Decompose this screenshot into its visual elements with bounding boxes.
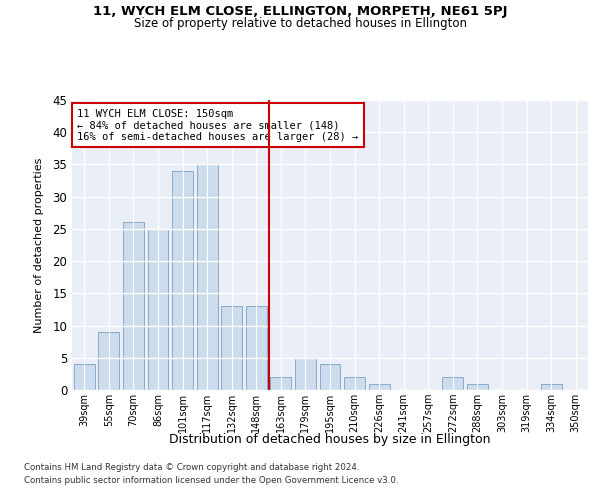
Bar <box>221 306 242 390</box>
Bar <box>368 384 389 390</box>
Bar <box>295 358 316 390</box>
Bar <box>197 164 218 390</box>
Bar <box>74 364 95 390</box>
Bar <box>246 306 267 390</box>
Text: Contains HM Land Registry data © Crown copyright and database right 2024.: Contains HM Land Registry data © Crown c… <box>24 464 359 472</box>
Text: Contains public sector information licensed under the Open Government Licence v3: Contains public sector information licen… <box>24 476 398 485</box>
Bar <box>98 332 119 390</box>
Bar <box>541 384 562 390</box>
Y-axis label: Number of detached properties: Number of detached properties <box>34 158 44 332</box>
Text: 11 WYCH ELM CLOSE: 150sqm
← 84% of detached houses are smaller (148)
16% of semi: 11 WYCH ELM CLOSE: 150sqm ← 84% of detac… <box>77 108 358 142</box>
Bar <box>123 222 144 390</box>
Bar <box>172 171 193 390</box>
Text: Distribution of detached houses by size in Ellington: Distribution of detached houses by size … <box>169 432 491 446</box>
Text: 11, WYCH ELM CLOSE, ELLINGTON, MORPETH, NE61 5PJ: 11, WYCH ELM CLOSE, ELLINGTON, MORPETH, … <box>93 5 507 18</box>
Bar <box>442 377 463 390</box>
Bar <box>344 377 365 390</box>
Bar <box>320 364 340 390</box>
Text: Size of property relative to detached houses in Ellington: Size of property relative to detached ho… <box>133 18 467 30</box>
Bar <box>148 229 169 390</box>
Bar <box>271 377 292 390</box>
Bar <box>467 384 488 390</box>
